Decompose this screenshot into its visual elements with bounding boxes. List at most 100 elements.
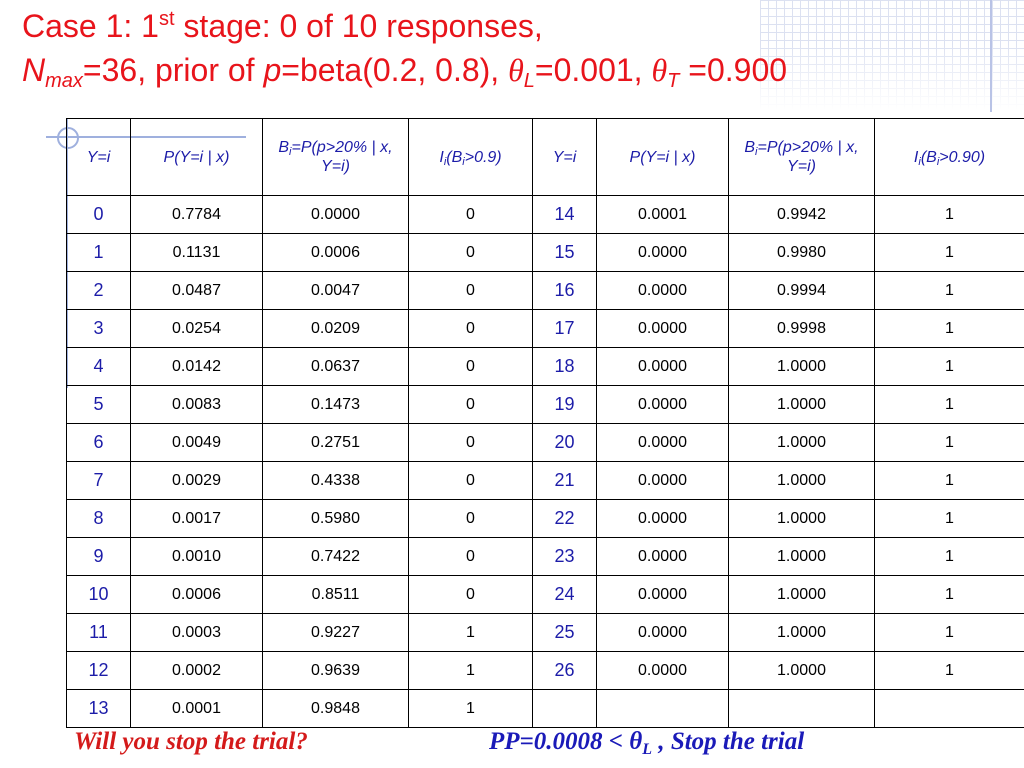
title-nmax-value: =36, prior of [82,52,264,88]
title-theta-t-value: =0.900 [679,52,788,88]
header-i-left: Ii(Bi>0.9) [408,118,533,196]
cell-b: 1.0000 [728,613,875,652]
cell-y: 2 [66,271,131,310]
cell-y: 6 [66,423,131,462]
cell-y: 4 [66,347,131,386]
cell-p: 0.0003 [130,613,263,652]
header-y-right: Y=i [532,118,597,196]
table-row: 1 0.1131 0.0006 0 15 0.0000 0.9980 1 [66,233,1024,272]
cell-y: 12 [66,651,131,690]
table-body: 0 0.7784 0.0000 0 14 0.0001 0.9942 1 1 0.1131 0.00… [66,195,1024,728]
theta-sub: L [642,741,653,758]
cell-p: 0.0000 [596,423,729,462]
table-row: 8 0.0017 0.5980 0 22 0.0000 1.0000 1 [66,499,1024,538]
cell-i: 0 [408,385,533,424]
cell-b: 0.0000 [262,195,409,234]
cell-p: 0.1131 [130,233,263,272]
table-row: 7 0.0029 0.4338 0 21 0.0000 1.0000 1 [66,461,1024,500]
title-case-stage: Case 1: 1 [22,8,159,44]
cell-b: 0.9848 [262,689,409,728]
table-row: 12 0.0002 0.9639 1 26 0.0000 1.0000 1 [66,651,1024,690]
cell-i: 0 [408,271,533,310]
cell-p: 0.0017 [130,499,263,538]
cell-y: 11 [66,613,131,652]
cell-y: 9 [66,537,131,576]
title-theta-l-symbol: θ [508,52,524,88]
cell-y: 8 [66,499,131,538]
cell-p: 0.7784 [130,195,263,234]
cell-y: 22 [532,499,597,538]
cell-b: 0.9998 [728,309,875,348]
cell-i: 1 [874,309,1024,348]
cell-p: 0.0029 [130,461,263,500]
background-grid-fade [760,0,1024,110]
cell-b: 1.0000 [728,385,875,424]
cell-i: 1 [874,651,1024,690]
title-responses: stage: 0 of 10 responses, [174,8,543,44]
title-p-symbol: p [263,52,282,88]
table-row: 2 0.0487 0.0047 0 16 0.0000 0.9994 1 [66,271,1024,310]
cell-b: 0.4338 [262,461,409,500]
cell-p: 0.0049 [130,423,263,462]
cell-y: 21 [532,461,597,500]
cell-b: 0.0047 [262,271,409,310]
cell-y: 14 [532,195,597,234]
title-theta-l-sub: L [523,70,535,92]
cell-i: 1 [874,499,1024,538]
decorative-vertical-line [990,0,992,112]
title-n-symbol: N [22,52,46,88]
cell-i: 0 [408,461,533,500]
table-row: 10 0.0006 0.8511 0 24 0.0000 1.0000 1 [66,575,1024,614]
theta-symbol: θ [629,728,643,755]
cell-y: 7 [66,461,131,500]
cell-b: 0.5980 [262,499,409,538]
slide-title: Case 1: 1st stage: 0 of 10 responses, Nm… [22,4,1012,92]
cell-i: 0 [408,537,533,576]
cell-p: 0.0000 [596,385,729,424]
cell-p: 0.0001 [596,195,729,234]
cell-p: 0.0000 [596,347,729,386]
cell-i: 0 [408,347,533,386]
cell-b [728,689,875,728]
cell-p: 0.0083 [130,385,263,424]
table-row: 4 0.0142 0.0637 0 18 0.0000 1.0000 1 [66,347,1024,386]
cell-y: 19 [532,385,597,424]
cell-p: 0.0000 [596,499,729,538]
table-row: 13 0.0001 0.9848 1 [66,689,1024,728]
table-header-row: Y=i P(Y=i | x) Bi=P(p>20% | x, Y=i) Ii(B… [66,118,1024,196]
title-theta-l-value: =0.001, [534,52,652,88]
question-text: Will you stop the trial? [74,728,308,755]
cell-i: 1 [408,651,533,690]
title-theta-t-sub: T [667,70,680,92]
title-n-sub: max [45,70,83,92]
cell-b: 1.0000 [728,537,875,576]
header-i-right: Ii(Bi>0.90) [874,118,1024,196]
cell-b: 1.0000 [728,499,875,538]
title-ordinal-sup: st [158,8,175,30]
cell-p: 0.0002 [130,651,263,690]
cell-p: 0.0000 [596,575,729,614]
cell-p: 0.0000 [596,271,729,310]
title-theta-t-symbol: θ [651,52,668,88]
cell-b: 0.2751 [262,423,409,462]
cell-b: 0.0637 [262,347,409,386]
cell-y: 26 [532,651,597,690]
table-row: 5 0.0083 0.1473 0 19 0.0000 1.0000 1 [66,385,1024,424]
cell-i: 0 [408,309,533,348]
cell-i: 0 [408,423,533,462]
cell-b: 0.1473 [262,385,409,424]
table-row: 9 0.0010 0.7422 0 23 0.0000 1.0000 1 [66,537,1024,576]
cell-p: 0.0000 [596,651,729,690]
cell-p: 0.0142 [130,347,263,386]
cell-i: 1 [408,689,533,728]
table-row: 11 0.0003 0.9227 1 25 0.0000 1.0000 1 [66,613,1024,652]
cell-p: 0.0254 [130,309,263,348]
cell-y: 5 [66,385,131,424]
cell-p: 0.0000 [596,233,729,272]
header-p-left: P(Y=i | x) [130,118,263,196]
table-row: 3 0.0254 0.0209 0 17 0.0000 0.9998 1 [66,309,1024,348]
cell-p: 0.0006 [130,575,263,614]
cell-b: 1.0000 [728,423,875,462]
cell-y: 23 [532,537,597,576]
cell-i: 1 [874,613,1024,652]
